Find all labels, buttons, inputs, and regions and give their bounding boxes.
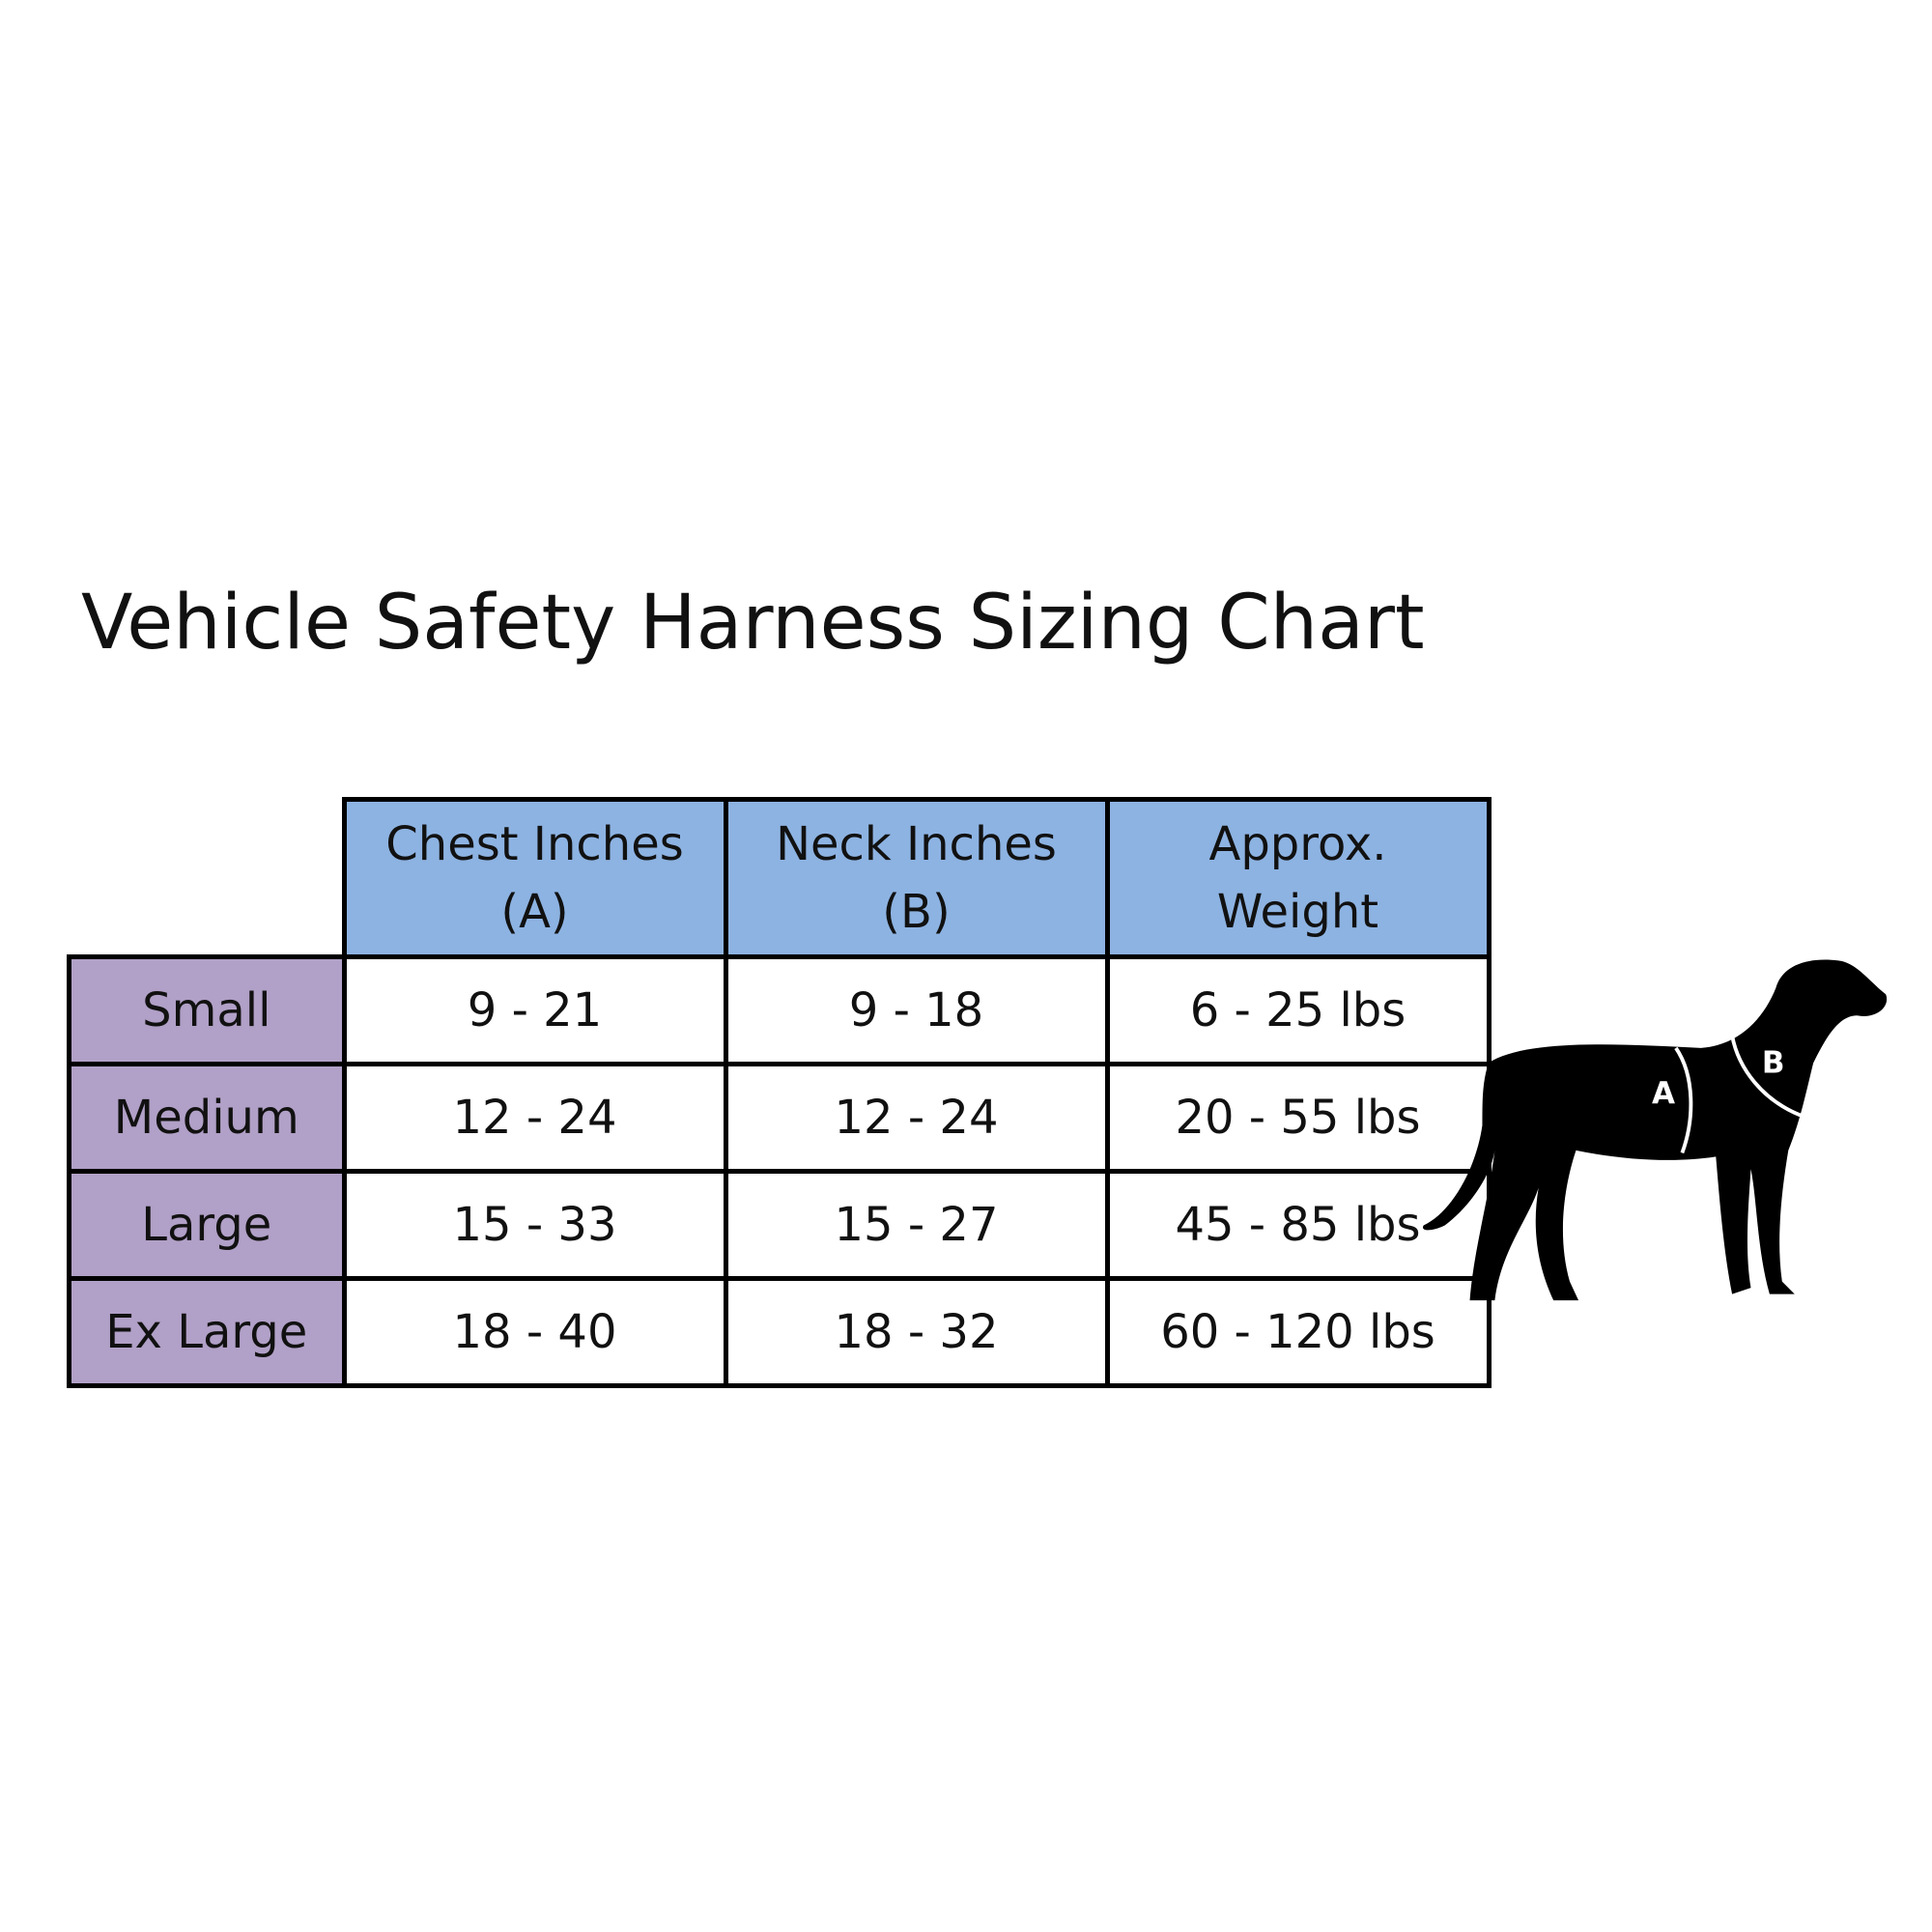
column-header: Approx. Weight — [1104, 797, 1492, 959]
corner-cell — [70, 800, 345, 957]
table-row: Ex Large 18 - 40 18 - 32 60 - 120 lbs — [67, 1276, 1492, 1388]
dog-silhouette — [1422, 959, 1888, 1301]
table-cell: 15 - 27 — [723, 1169, 1110, 1281]
table-cell: 18 - 32 — [723, 1276, 1110, 1388]
table-cell: 6 - 25 lbs — [1104, 954, 1492, 1066]
column-header: Chest Inches (A) — [341, 797, 728, 959]
row-header: Large — [67, 1169, 347, 1281]
row-header: Medium — [67, 1062, 347, 1174]
sizing-table: Chest Inches (A) Neck Inches (B) Approx.… — [67, 797, 1492, 1388]
table-cell: 12 - 24 — [341, 1062, 728, 1174]
table-cell: 18 - 40 — [341, 1276, 728, 1388]
row-header: Ex Large — [67, 1276, 347, 1388]
row-header: Small — [67, 954, 347, 1066]
dog-label: B — [1762, 1046, 1785, 1081]
table-row: Small 9 - 21 9 - 18 6 - 25 lbs — [67, 954, 1492, 1066]
dog-label: A — [1652, 1076, 1675, 1111]
table-cell: 60 - 120 lbs — [1104, 1276, 1492, 1388]
table-cell: 9 - 21 — [341, 954, 728, 1066]
table-cell: 9 - 18 — [723, 954, 1110, 1066]
dog-illustration: A B — [1422, 959, 1888, 1301]
chart-title: Vehicle Safety Harness Sizing Chart — [81, 580, 1425, 667]
header-row: Chest Inches (A) Neck Inches (B) Approx.… — [70, 797, 1492, 959]
measure-arc-b — [1730, 1035, 1802, 1118]
table-row: Medium 12 - 24 12 - 24 20 - 55 lbs — [67, 1062, 1492, 1174]
measure-arc-a — [1674, 1046, 1693, 1154]
column-header: Neck Inches (B) — [723, 797, 1110, 959]
table-row: Large 15 - 33 15 - 27 45 - 85 lbs — [67, 1169, 1492, 1281]
table-cell: 12 - 24 — [723, 1062, 1110, 1174]
table-cell: 15 - 33 — [341, 1169, 728, 1281]
